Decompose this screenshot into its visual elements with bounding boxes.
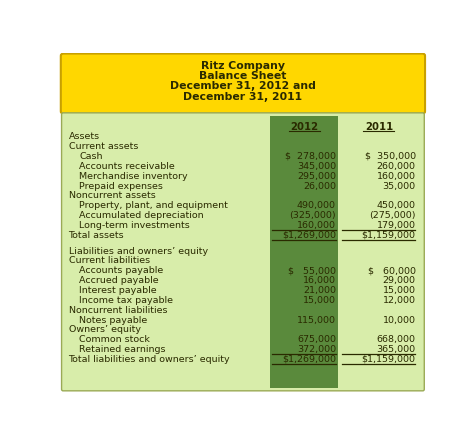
Text: 160,000: 160,000	[297, 221, 336, 230]
Text: 345,000: 345,000	[297, 162, 336, 171]
Text: Prepaid expenses: Prepaid expenses	[80, 182, 163, 191]
Text: Notes payable: Notes payable	[80, 315, 147, 325]
Text: 35,000: 35,000	[383, 182, 416, 191]
Text: Balance Sheet: Balance Sheet	[199, 71, 287, 81]
Text: 21,000: 21,000	[303, 286, 336, 295]
Text: $   55,000: $ 55,000	[288, 266, 336, 275]
Text: Cash: Cash	[80, 152, 103, 161]
Text: 15,000: 15,000	[303, 296, 336, 305]
Text: Noncurrent liabilities: Noncurrent liabilities	[69, 306, 167, 315]
Text: 295,000: 295,000	[297, 172, 336, 181]
Text: 372,000: 372,000	[297, 345, 336, 354]
Text: Ritz Company: Ritz Company	[201, 61, 285, 71]
Text: Accumulated depreciation: Accumulated depreciation	[80, 211, 204, 220]
Text: Total assets: Total assets	[69, 231, 124, 240]
Text: 668,000: 668,000	[377, 335, 416, 344]
Text: 179,000: 179,000	[377, 221, 416, 230]
Text: Current liabilities: Current liabilities	[69, 257, 150, 265]
Text: Merchandise inventory: Merchandise inventory	[80, 172, 188, 181]
Text: 29,000: 29,000	[383, 276, 416, 285]
Text: 365,000: 365,000	[377, 345, 416, 354]
Text: 160,000: 160,000	[377, 172, 416, 181]
Text: Retained earnings: Retained earnings	[80, 345, 166, 354]
Text: Liabilities and owners’ equity: Liabilities and owners’ equity	[69, 246, 208, 256]
Text: (325,000): (325,000)	[289, 211, 336, 220]
Text: 260,000: 260,000	[377, 162, 416, 171]
Text: Property, plant, and equipment: Property, plant, and equipment	[80, 201, 228, 210]
FancyBboxPatch shape	[61, 54, 425, 114]
Text: December 31, 2011: December 31, 2011	[183, 92, 302, 102]
Text: Noncurrent assets: Noncurrent assets	[69, 191, 155, 200]
Text: Owners’ equity: Owners’ equity	[69, 326, 141, 334]
Text: 675,000: 675,000	[297, 335, 336, 344]
Text: 26,000: 26,000	[303, 182, 336, 191]
Text: $1,269,000: $1,269,000	[282, 231, 336, 240]
Text: $  278,000: $ 278,000	[285, 152, 336, 161]
Text: Assets: Assets	[69, 132, 100, 141]
Text: Current assets: Current assets	[69, 142, 138, 151]
Text: Accrued payable: Accrued payable	[80, 276, 159, 285]
Text: 490,000: 490,000	[297, 201, 336, 210]
Text: (275,000): (275,000)	[369, 211, 416, 220]
Text: $1,269,000: $1,269,000	[282, 355, 336, 364]
Text: 15,000: 15,000	[383, 286, 416, 295]
Text: 2011: 2011	[365, 122, 393, 132]
Text: Interest payable: Interest payable	[80, 286, 157, 295]
Text: Income tax payable: Income tax payable	[80, 296, 173, 305]
Text: December 31, 2012 and: December 31, 2012 and	[170, 81, 316, 92]
Text: 450,000: 450,000	[377, 201, 416, 210]
Text: 10,000: 10,000	[383, 315, 416, 325]
FancyBboxPatch shape	[62, 113, 424, 391]
Text: Accounts receivable: Accounts receivable	[80, 162, 175, 171]
Text: 12,000: 12,000	[383, 296, 416, 305]
Text: $1,159,000: $1,159,000	[362, 231, 416, 240]
Text: $1,159,000: $1,159,000	[362, 355, 416, 364]
Text: Total liabilities and owners’ equity: Total liabilities and owners’ equity	[69, 355, 230, 364]
Text: $  350,000: $ 350,000	[365, 152, 416, 161]
Text: Common stock: Common stock	[80, 335, 150, 344]
Text: 16,000: 16,000	[303, 276, 336, 285]
Bar	[270, 116, 338, 388]
Text: $   60,000: $ 60,000	[368, 266, 416, 275]
Text: Accounts payable: Accounts payable	[80, 266, 164, 275]
Text: Long-term investments: Long-term investments	[80, 221, 190, 230]
Text: 115,000: 115,000	[297, 315, 336, 325]
Text: 2012: 2012	[290, 122, 318, 132]
